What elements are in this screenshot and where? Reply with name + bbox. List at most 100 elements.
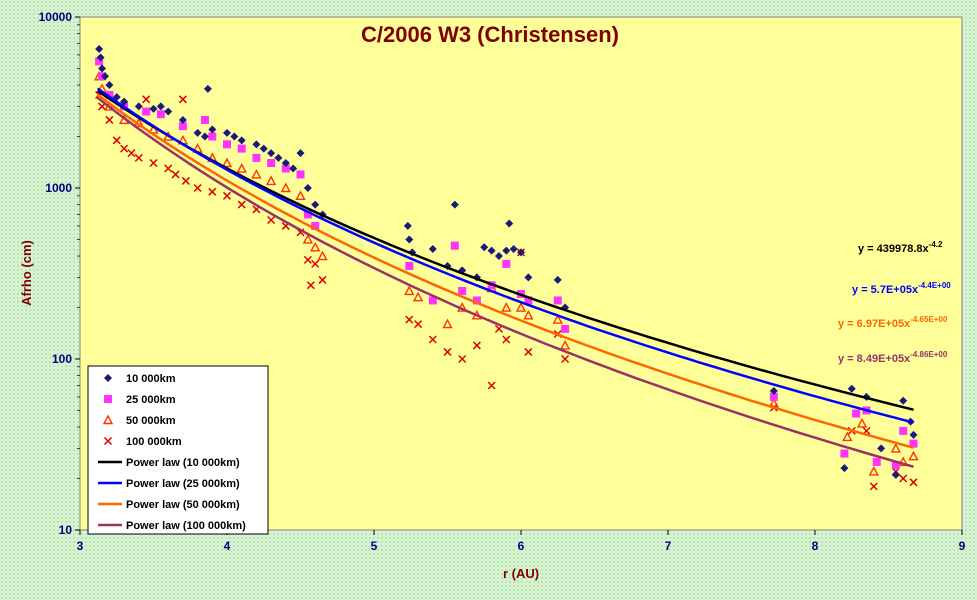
point-10-000km — [223, 128, 231, 137]
point-50-000km — [515, 302, 527, 312]
fit-equations: y = 439978.8x-4.2 y = 5.7E+05x-4.4E+00 y =… — [838, 240, 951, 365]
fit-lines — [96, 87, 914, 468]
legend-label: Power law (100 000km) — [126, 520, 246, 532]
point-25-000km — [899, 426, 908, 435]
legend: 10 000km 25 000km 50 000km 100 000km Power l… — [87, 365, 269, 535]
point-10-000km — [877, 444, 886, 453]
legend-label: Power law (25 000km) — [126, 478, 240, 490]
point-100-000km — [303, 255, 312, 264]
fit-equation: y = 8.49E+05x-4.86E+00 — [838, 350, 948, 365]
x-tick-label: 4 — [224, 539, 231, 553]
axis-ticks: 3 4 5 6 7 8 9 10 100 1000 10000 — [39, 10, 966, 553]
point-10-000km — [100, 72, 109, 81]
point-25-000km — [909, 439, 918, 448]
point-10-000km — [274, 153, 283, 162]
x-tick-label: 7 — [665, 539, 672, 553]
point-25-000km — [769, 392, 778, 401]
point-10-000km — [156, 102, 165, 111]
point-25-000km — [303, 210, 312, 219]
point-25-000km — [200, 115, 209, 124]
point-50-000km — [280, 182, 291, 193]
point-100-000km — [869, 482, 878, 491]
point-100-000km — [127, 149, 136, 158]
point-25-000km — [428, 296, 437, 305]
point-25-000km — [450, 241, 459, 250]
point-25-000km — [281, 164, 290, 173]
point-10-000km — [517, 248, 525, 257]
point-50-000km — [302, 233, 314, 244]
point-100-000km — [181, 176, 190, 185]
y-tick-label: 100 — [52, 352, 72, 366]
point-10-000km — [120, 97, 129, 106]
point-10-000km — [494, 252, 503, 261]
point-50-000km — [295, 190, 306, 201]
point-100-000km — [524, 347, 533, 356]
point-25-000km — [105, 90, 114, 99]
chart-title: C/2006 W3 (Christensen) — [361, 22, 619, 47]
point-25-000km — [872, 457, 881, 466]
point-25-000km — [840, 449, 849, 458]
x-tick-label: 6 — [518, 539, 525, 553]
point-50-000km — [559, 339, 571, 350]
point-25-000km — [237, 144, 246, 153]
x-tick-label: 9 — [959, 539, 966, 553]
point-25-000km — [95, 57, 104, 66]
point-100-000km — [267, 215, 276, 225]
fit-equation: y = 5.7E+05x-4.4E+00 — [852, 281, 951, 296]
point-25-000km — [178, 122, 187, 131]
point-25-000km — [223, 140, 231, 149]
point-10-000km — [95, 44, 104, 53]
point-10-000km — [502, 246, 511, 255]
point-10-000km — [164, 107, 173, 116]
point-50-000km — [221, 157, 233, 168]
point-25-000km — [252, 153, 261, 162]
point-10-000km — [509, 244, 518, 253]
legend-box — [87, 365, 269, 535]
point-10-000km — [259, 144, 268, 153]
point-100-000km — [318, 275, 327, 284]
point-50-000km — [842, 431, 853, 442]
point-100-000km — [428, 335, 437, 344]
point-10-000km — [178, 115, 187, 124]
point-10-000km — [200, 132, 209, 141]
y-tick-label: 1000 — [45, 181, 72, 195]
point-10-000km — [296, 149, 305, 158]
point-50-000km — [898, 456, 909, 467]
point-10-000km — [524, 273, 533, 282]
point-10-000km — [203, 84, 212, 93]
legend-marker-25-000km — [104, 395, 112, 403]
point-10-000km — [252, 140, 261, 149]
point-50-000km — [404, 285, 415, 296]
point-10-000km — [891, 470, 900, 479]
point-100-000km — [306, 281, 315, 290]
point-100-000km — [405, 315, 414, 324]
point-10-000km — [505, 219, 514, 228]
point-10-000km — [311, 200, 320, 209]
point-10-000km — [899, 396, 908, 405]
point-10-000km — [230, 132, 239, 141]
fit-line-10-000km — [96, 89, 914, 411]
point-100-000km — [149, 158, 158, 168]
point-50-000km — [890, 442, 902, 453]
point-100-000km — [193, 183, 202, 193]
legend-marker-10-000km — [104, 374, 112, 382]
point-100-000km — [458, 354, 467, 364]
x-axis-title: r (AU) — [503, 566, 539, 581]
point-25-000km — [553, 296, 562, 305]
point-50-000km — [908, 450, 919, 461]
point-25-000km — [561, 324, 570, 333]
fit-line-25-000km — [96, 87, 914, 424]
point-10-000km — [267, 149, 276, 158]
point-10-000km — [405, 235, 414, 244]
y-tick-label: 10 — [59, 523, 73, 537]
legend-label: 100 000km — [126, 436, 182, 448]
point-50-000km — [236, 163, 247, 173]
point-25-000km — [852, 409, 861, 418]
fit-equation: y = 439978.8x-4.2 — [858, 240, 943, 255]
point-10-000km — [769, 386, 778, 395]
point-10-000km — [281, 159, 290, 168]
point-10-000km — [208, 125, 217, 134]
point-10-000km — [303, 184, 312, 192]
point-25-000km — [311, 221, 320, 230]
